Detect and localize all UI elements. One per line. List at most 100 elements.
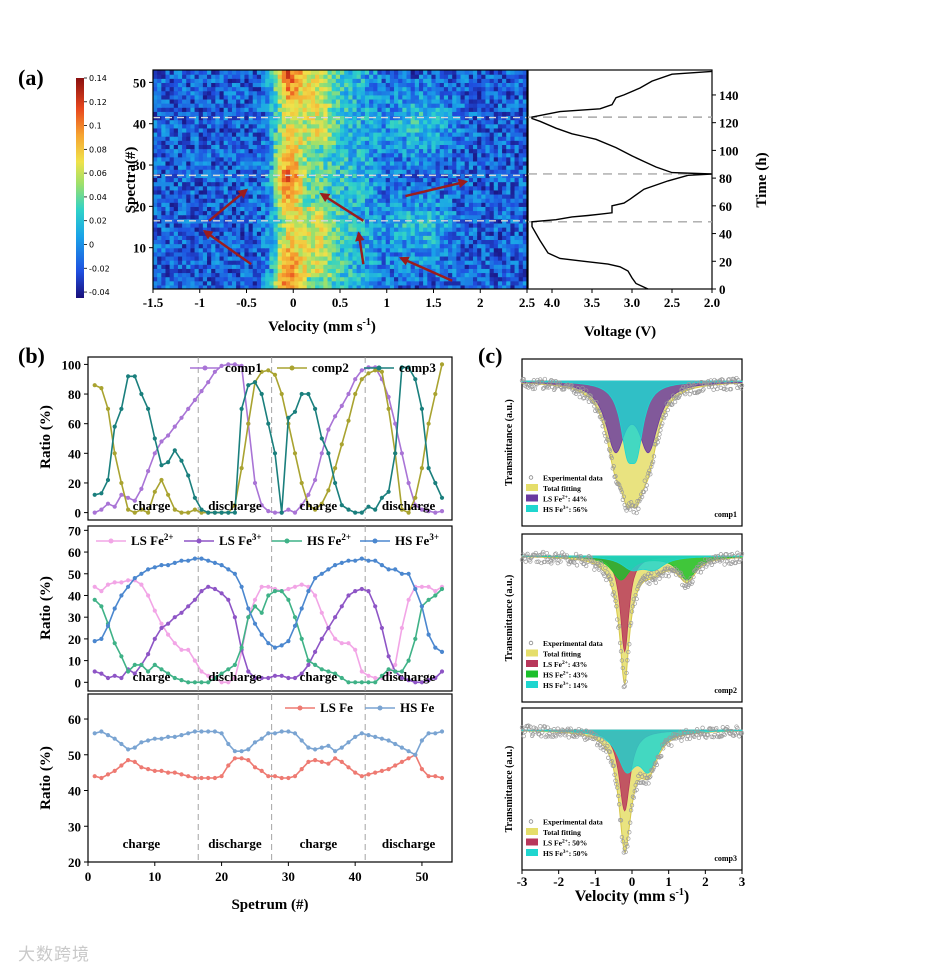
heatmap-cell — [211, 284, 216, 289]
heatmap-cell — [198, 280, 204, 286]
heatmap-cell — [298, 189, 304, 195]
heatmap-cell — [294, 227, 300, 232]
heatmap-cell — [256, 185, 262, 191]
heatmap-cell — [369, 94, 374, 100]
heatmap-cell — [327, 127, 333, 133]
heatmap-cell — [472, 255, 478, 261]
heatmap-cell — [485, 243, 491, 249]
heatmap-cell — [315, 243, 320, 249]
heatmap-cell — [394, 202, 399, 207]
heatmap-cell — [327, 268, 333, 274]
heatmap-cell — [265, 74, 270, 79]
heatmap-cell — [381, 78, 387, 83]
heatmap-cell — [198, 210, 204, 216]
heatmap-cell — [236, 160, 241, 166]
heatmap-cell — [344, 123, 349, 129]
heatmap-cell — [431, 210, 437, 216]
heatmap-cell — [468, 202, 474, 207]
heatmap-cell — [231, 193, 237, 199]
heatmap-cell — [485, 276, 491, 282]
heatmap-cell — [414, 247, 420, 253]
heatmap-cell — [497, 251, 503, 257]
heatmap-cell — [310, 202, 316, 207]
heatmap-cell — [207, 181, 212, 187]
heatmap-cell — [177, 198, 183, 203]
heatmap-cell — [373, 181, 378, 187]
heatmap-cell — [273, 280, 279, 286]
heatmap-cell — [452, 127, 457, 133]
heatmap-cell — [344, 198, 349, 203]
heatmap-cell — [506, 82, 511, 88]
heatmap-cell — [360, 264, 366, 269]
heatmap-cell — [173, 140, 179, 145]
heatmap-cell — [319, 70, 324, 75]
heatmap-cell — [518, 210, 524, 216]
heatmap-cell — [310, 193, 316, 199]
heatmap-cell — [265, 255, 270, 261]
heatmap-cell — [273, 90, 279, 96]
heatmap-cell — [435, 239, 441, 245]
heatmap-cell — [269, 156, 275, 162]
heatmap-cell — [323, 111, 329, 117]
heatmap-cell — [265, 239, 270, 245]
heatmap-cell — [439, 276, 445, 282]
heatmap-cell — [472, 284, 478, 289]
heatmap-cell — [269, 214, 275, 220]
heatmap-cell — [381, 123, 387, 129]
heatmap-cell — [472, 119, 478, 125]
heatmap-cell — [369, 210, 374, 216]
heatmap-cell — [506, 222, 511, 228]
heatmap-cell — [331, 98, 337, 104]
heatmap-cell — [202, 284, 208, 289]
heatmap-cell — [261, 78, 266, 83]
heatmap-cell — [435, 260, 441, 265]
heatmap-cell — [502, 272, 507, 278]
heatmap-cell — [356, 131, 362, 137]
heatmap-cell — [169, 251, 175, 257]
heatmap-cell — [431, 272, 437, 278]
heatmap-cell — [502, 74, 507, 79]
heatmap-cell — [315, 165, 320, 170]
heatmap-cell — [481, 235, 487, 241]
heatmap-cell — [468, 247, 474, 253]
heatmap-cell — [157, 90, 162, 96]
heatmap-cell — [431, 107, 437, 112]
heatmap-cell — [369, 206, 374, 212]
heatmap-cell — [406, 239, 412, 245]
heatmap-cell — [431, 193, 437, 199]
heatmap-cell — [402, 82, 408, 88]
heatmap-cell — [231, 239, 237, 245]
heatmap-cell — [468, 160, 474, 166]
heatmap-cell — [385, 227, 391, 232]
heatmap-cell — [340, 82, 345, 88]
heatmap-cell — [423, 103, 428, 108]
heatmap-cell — [302, 144, 308, 150]
heatmap-cell — [410, 123, 416, 129]
heatmap-cell — [281, 222, 287, 228]
heatmap-cell — [281, 189, 287, 195]
heatmap-cell — [294, 177, 300, 183]
heatmap-cell — [153, 202, 158, 207]
heatmap-cell — [335, 119, 341, 125]
heatmap-cell — [294, 268, 300, 274]
heatmap-cell — [340, 119, 345, 125]
heatmap-cell — [285, 222, 291, 228]
heatmap-cell — [198, 235, 204, 241]
heatmap-cell — [265, 78, 270, 83]
heatmap-cell — [202, 111, 208, 117]
heatmap-cell — [389, 189, 395, 195]
heatmap-cell — [506, 280, 511, 286]
heatmap-cell — [402, 160, 408, 166]
heatmap-cell — [202, 272, 208, 278]
heatmap-cell — [248, 165, 254, 170]
heatmap-cell — [394, 264, 399, 269]
heatmap-cell — [161, 78, 167, 83]
heatmap-cell — [223, 98, 229, 104]
heatmap-cell — [439, 268, 445, 274]
heatmap-cell — [215, 98, 221, 104]
heatmap-cell — [364, 173, 370, 179]
heatmap-cell — [410, 148, 416, 154]
heatmap-cell — [265, 185, 270, 191]
heatmap-cell — [364, 131, 370, 137]
